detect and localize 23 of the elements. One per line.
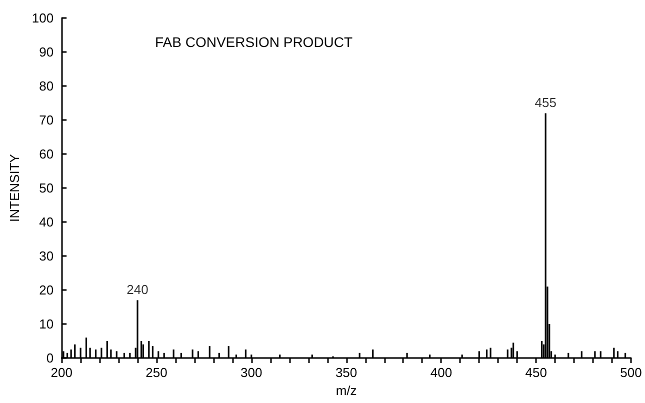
y-tick-label: 0	[46, 350, 54, 366]
x-tick-label: 500	[620, 365, 642, 380]
y-tick-label: 90	[39, 44, 54, 60]
y-tick-label: 80	[39, 78, 54, 94]
y-tick-label: 30	[39, 248, 54, 264]
x-tick-label: 250	[146, 365, 168, 380]
y-tick-label: 40	[39, 214, 54, 230]
x-tick-label: 400	[430, 365, 452, 380]
x-tick-label: 200	[50, 365, 72, 380]
y-tick-label: 50	[39, 180, 54, 196]
y-axis-title: INTENSITY	[7, 154, 22, 222]
x-tick-label: 350	[335, 365, 358, 380]
y-tick-label: 60	[39, 146, 54, 162]
y-tick-label: 70	[39, 112, 54, 128]
annotation: 240	[126, 282, 148, 298]
x-tick-label: 450	[525, 365, 547, 380]
text: FAB CONVERSION PRODUCT	[155, 34, 354, 50]
y-tick-label: 10	[39, 316, 54, 332]
annotation: 455	[534, 95, 556, 110]
y-tick-label: 100	[32, 10, 54, 26]
x-axis-title: m/z	[336, 382, 357, 398]
y-tick-label: 20	[39, 282, 54, 298]
x-tick-label: 300	[240, 365, 262, 380]
